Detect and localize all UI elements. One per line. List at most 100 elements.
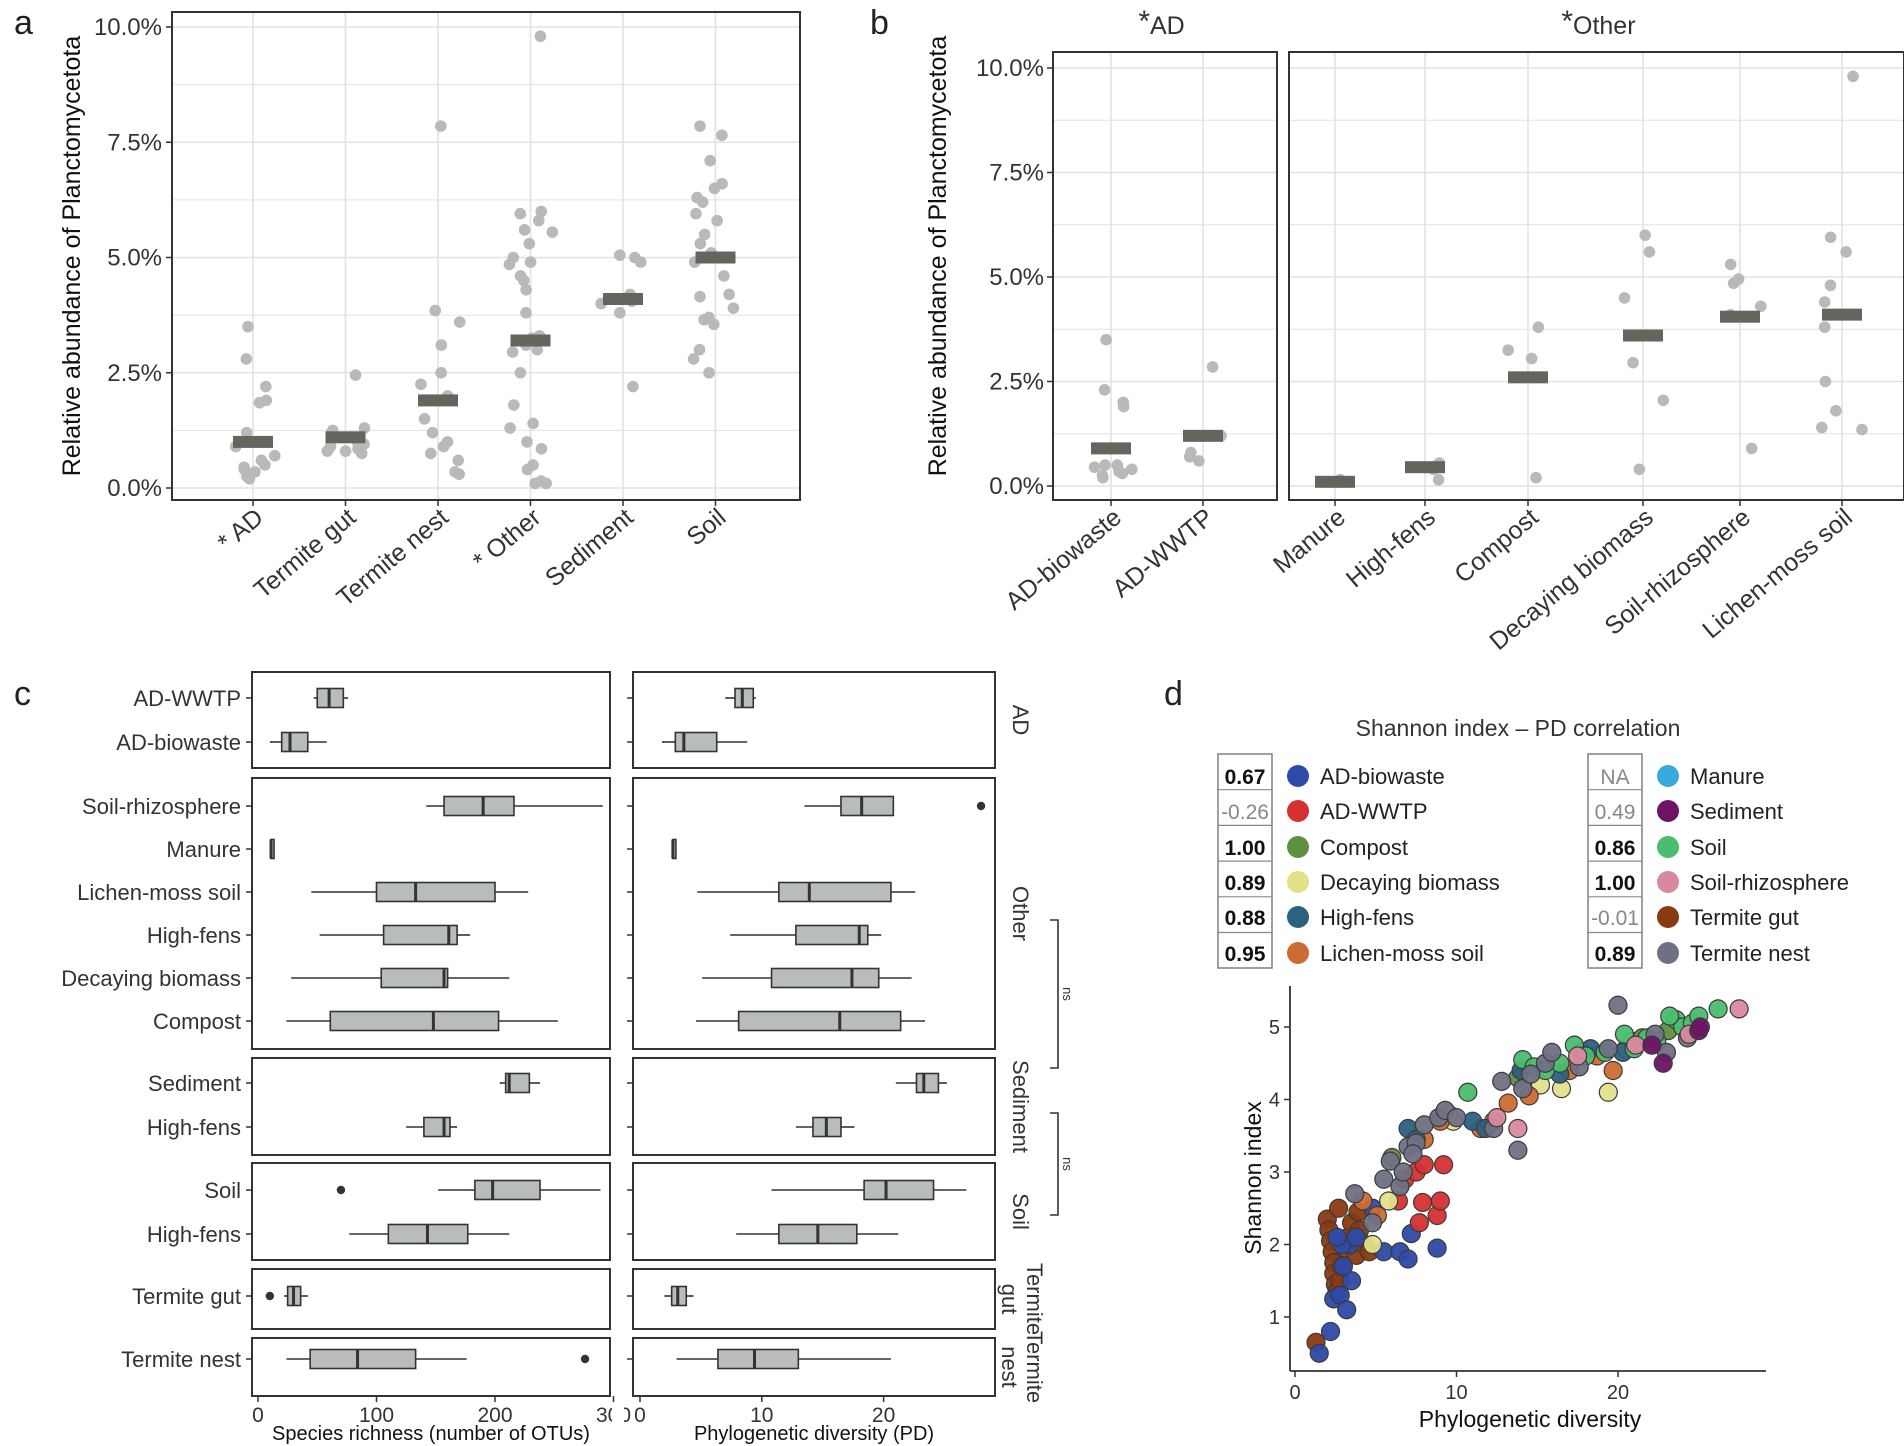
x-axis-title: Phylogenetic diversity (PD) xyxy=(694,1423,934,1445)
legend-swatch xyxy=(1287,906,1309,928)
x-axis-title: Phylogenetic diversity xyxy=(1419,1406,1642,1432)
data-point xyxy=(1183,450,1196,463)
facet-frame xyxy=(1052,51,1278,501)
data-point xyxy=(1530,471,1542,484)
legend-swatch xyxy=(1287,871,1309,893)
data-point xyxy=(1206,361,1219,373)
data-point xyxy=(1643,246,1656,258)
data-point xyxy=(259,459,271,471)
x-tick-label: Soil xyxy=(681,503,731,551)
data-point xyxy=(727,302,740,315)
row-label: AD-WWTP xyxy=(133,686,241,711)
x-tick-label: AD-biowaste xyxy=(1000,503,1127,616)
x-tick-label: 20 xyxy=(1607,1382,1629,1404)
legend-swatch xyxy=(1657,836,1679,858)
legend-label: Manure xyxy=(1690,764,1765,789)
data-point xyxy=(1819,375,1832,388)
legend-correlation-value: NA xyxy=(1600,766,1629,789)
legend-swatch xyxy=(1657,906,1679,928)
x-tick-label: Manure xyxy=(1268,503,1351,579)
facet-frame xyxy=(632,1057,996,1156)
facet-frame xyxy=(632,1337,996,1397)
facet-area xyxy=(1053,52,1277,500)
data-point xyxy=(1116,467,1129,480)
data-point xyxy=(532,214,545,227)
data-point xyxy=(1840,246,1852,258)
x-tick-label: 0 xyxy=(634,1404,646,1427)
ns-label: ns xyxy=(1060,1157,1075,1171)
strip-label: nest xyxy=(997,1346,1022,1388)
data-point xyxy=(1398,1249,1418,1269)
row-label: Compost xyxy=(153,1009,241,1034)
data-point xyxy=(687,353,700,365)
data-point xyxy=(1098,384,1111,396)
data-point xyxy=(521,436,533,448)
legend-correlation-value: 0.89 xyxy=(1225,872,1266,895)
strip-label: gut xyxy=(997,1284,1022,1315)
y-axis-title: Shannon index xyxy=(1240,1101,1266,1255)
data-point xyxy=(698,313,710,326)
data-point xyxy=(1598,1039,1618,1059)
box xyxy=(309,1348,417,1370)
x-tick-label: 20 xyxy=(872,1404,895,1427)
data-point xyxy=(1568,1046,1588,1066)
y-tick-label: 7.5% xyxy=(989,160,1044,187)
data-point xyxy=(504,422,516,434)
legend-correlation-value: 0.86 xyxy=(1595,837,1636,860)
median-bar xyxy=(233,435,273,448)
data-point xyxy=(1379,1191,1399,1211)
row-label: Sediment xyxy=(148,1071,241,1096)
data-point xyxy=(1532,321,1545,333)
median-bar xyxy=(695,251,736,264)
data-point xyxy=(521,463,534,476)
facet-star: * xyxy=(1561,5,1573,38)
data-point xyxy=(1660,1006,1680,1026)
row-label: High-fens xyxy=(147,1115,241,1140)
median-bar xyxy=(1720,310,1760,323)
y-tick-label: 2.5% xyxy=(989,369,1044,396)
x-tick-label: 200 xyxy=(477,1404,512,1427)
data-point xyxy=(1403,1144,1423,1164)
data-point xyxy=(426,426,439,439)
data-point xyxy=(506,346,519,358)
data-point xyxy=(613,249,626,261)
data-point xyxy=(243,472,256,485)
legend-label: Termite nest xyxy=(1690,941,1810,966)
legend-swatch xyxy=(1287,765,1309,787)
box xyxy=(280,731,309,753)
y-tick-label: 0.0% xyxy=(989,473,1044,500)
data-point xyxy=(634,256,647,268)
strip-label: Termite xyxy=(1022,1263,1047,1335)
data-point xyxy=(614,307,626,319)
facet-frame xyxy=(251,1162,611,1261)
x-tick-label: 0 xyxy=(252,1404,264,1427)
y-tick-label: 10.0% xyxy=(94,14,162,41)
data-point xyxy=(535,443,548,455)
row-label: High-fens xyxy=(147,1222,241,1247)
data-point xyxy=(1446,1108,1467,1128)
data-point xyxy=(242,320,254,333)
data-point xyxy=(1724,258,1737,271)
data-point xyxy=(1345,1184,1365,1204)
panel-label: a xyxy=(14,4,33,42)
ns-bracket xyxy=(1050,919,1059,1069)
data-point xyxy=(1818,321,1831,333)
y-tick-label: 5.0% xyxy=(989,264,1044,291)
box xyxy=(863,1179,935,1201)
data-point xyxy=(358,422,371,434)
data-point xyxy=(704,154,716,167)
median-bar xyxy=(1315,475,1355,488)
data-point xyxy=(453,468,465,480)
y-tick-label: 2.5% xyxy=(107,360,162,387)
data-point xyxy=(690,207,702,220)
data-point xyxy=(321,445,334,457)
y-tick-label: 4 xyxy=(1269,1090,1280,1112)
x-axis-title: Species richness (number of OTUs) xyxy=(272,1423,590,1445)
facet-frame xyxy=(251,671,611,769)
data-point xyxy=(696,196,709,208)
data-point xyxy=(1818,296,1831,308)
median-bar xyxy=(603,292,643,305)
data-point xyxy=(1618,292,1631,304)
data-point xyxy=(1508,1140,1528,1160)
data-point xyxy=(529,477,541,490)
